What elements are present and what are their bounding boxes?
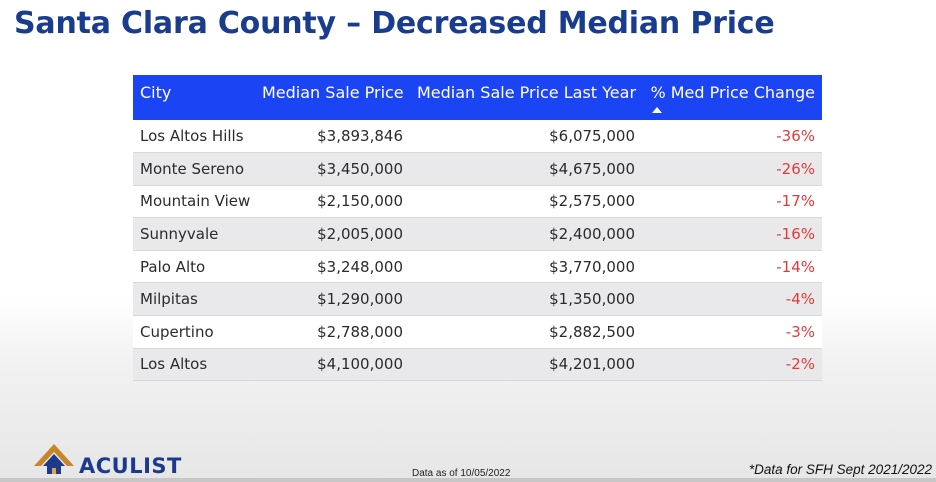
price-change-cell: -3% — [642, 315, 822, 349]
median-price-cell: $2,150,000 — [255, 185, 410, 219]
price-change-cell: -16% — [642, 217, 822, 251]
page-title: Santa Clara County – Decreased Median Pr… — [14, 6, 775, 41]
last-year-price-cell: $2,575,000 — [410, 185, 642, 219]
table-row: Cupertino $2,788,000 $2,882,500 -3% — [133, 315, 822, 349]
header-median-sale-price-last-year[interactable]: Median Sale Price Last Year — [410, 75, 642, 120]
last-year-price-cell: $3,770,000 — [410, 250, 642, 284]
median-price-cell: $2,005,000 — [255, 217, 410, 251]
table-header-row: City Median Sale Price Median Sale Price… — [133, 75, 822, 120]
city-cell: Milpitas — [133, 282, 255, 317]
price-change-cell: -2% — [642, 348, 822, 382]
city-cell: Monte Sereno — [133, 152, 255, 186]
aculist-house-logo-icon — [34, 444, 74, 474]
data-date-note: Data as of 10/05/2022 — [412, 468, 511, 479]
last-year-price-cell: $2,400,000 — [410, 217, 642, 251]
table-row: Sunnyvale $2,005,000 $2,400,000 -16% — [133, 217, 822, 251]
last-year-price-cell: $1,350,000 — [410, 282, 642, 317]
median-price-cell: $3,450,000 — [255, 152, 410, 186]
median-price-cell: $3,248,000 — [255, 250, 410, 284]
bottom-divider — [0, 478, 936, 482]
city-cell: Sunnyvale — [133, 217, 255, 251]
city-cell: Palo Alto — [133, 250, 255, 284]
table-row: Los Altos $4,100,000 $4,201,000 -2% — [133, 348, 822, 382]
city-cell: Los Altos — [133, 348, 255, 382]
price-change-cell: -17% — [642, 185, 822, 219]
median-price-cell: $4,100,000 — [255, 348, 410, 382]
price-table: City Median Sale Price Median Sale Price… — [133, 75, 822, 382]
last-year-price-cell: $4,675,000 — [410, 152, 642, 186]
data-footnote: *Data for SFH Sept 2021/2022 — [748, 462, 932, 477]
table-row: Mountain View $2,150,000 $2,575,000 -17% — [133, 185, 822, 219]
last-year-price-cell: $6,075,000 — [410, 120, 642, 154]
table-row: Los Altos Hills $3,893,846 $6,075,000 -3… — [133, 120, 822, 154]
last-year-price-cell: $2,882,500 — [410, 315, 642, 349]
table-row: Milpitas $1,290,000 $1,350,000 -4% — [133, 282, 822, 317]
price-change-cell: -4% — [642, 282, 822, 317]
median-price-cell: $3,893,846 — [255, 120, 410, 154]
price-change-cell: -26% — [642, 152, 822, 186]
header-median-sale-price[interactable]: Median Sale Price — [255, 75, 410, 120]
last-year-price-cell: $4,201,000 — [410, 348, 642, 382]
table-row: Monte Sereno $3,450,000 $4,675,000 -26% — [133, 152, 822, 186]
price-change-cell: -36% — [642, 120, 822, 154]
sort-ascending-arrow-icon[interactable] — [652, 107, 662, 113]
table-row: Palo Alto $3,248,000 $3,770,000 -14% — [133, 250, 822, 284]
price-change-cell: -14% — [642, 250, 822, 284]
header-med-price-change[interactable]: % Med Price Change — [642, 75, 822, 120]
city-cell: Mountain View — [133, 185, 255, 219]
logo-text: ACULIST — [79, 454, 182, 478]
city-cell: Cupertino — [133, 315, 255, 349]
city-cell: Los Altos Hills — [133, 120, 255, 154]
median-price-cell: $1,290,000 — [255, 282, 410, 317]
header-city[interactable]: City — [133, 75, 255, 120]
median-price-cell: $2,788,000 — [255, 315, 410, 349]
